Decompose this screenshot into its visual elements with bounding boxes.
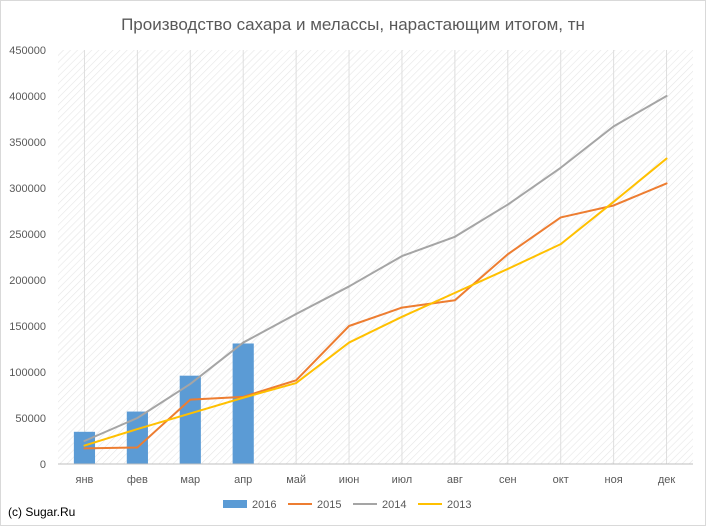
- x-tick-label: май: [286, 474, 306, 486]
- y-tick-label: 200000: [9, 275, 46, 287]
- y-tick-label: 400000: [9, 91, 46, 103]
- bar-2016: [232, 343, 254, 464]
- grid: [83, 50, 668, 464]
- legend-label-2014: 2014: [382, 499, 406, 511]
- legend: 2016 2015 2014 2013: [223, 499, 471, 511]
- copyright-label: (c) Sugar.Ru: [8, 505, 76, 519]
- y-tick-label: 150000: [9, 321, 46, 333]
- x-tick-label: апр: [234, 474, 252, 486]
- line-series-layer: [83, 95, 668, 450]
- bar-2016: [179, 375, 201, 464]
- x-tick-label: июн: [339, 474, 359, 486]
- x-tick-label: окт: [553, 474, 569, 486]
- y-tick-label: 250000: [9, 229, 46, 241]
- line-series-2013: [83, 157, 668, 447]
- y-tick-label: 0: [40, 459, 46, 471]
- x-tick-label: авг: [447, 474, 463, 486]
- legend-swatch-2016: [223, 500, 247, 508]
- x-tick-label: мар: [180, 474, 200, 486]
- x-tick-label: фев: [127, 474, 148, 486]
- y-tick-label: 300000: [9, 183, 46, 195]
- x-tick-label: сен: [499, 474, 517, 486]
- chart-title: Производство сахара и мелассы, нарастающ…: [121, 15, 585, 34]
- x-axis-ticks: янв фев мар апр май июн июл авг сен окт ноя дек: [76, 474, 676, 486]
- y-tick-label: 350000: [9, 137, 46, 149]
- plot-area: [58, 50, 693, 464]
- legend-label-2013: 2013: [447, 499, 471, 511]
- bar-2016: [126, 411, 148, 464]
- y-tick-label: 450000: [9, 45, 46, 57]
- legend-label-2015: 2015: [317, 499, 341, 511]
- x-tick-label: июл: [392, 474, 413, 486]
- legend-label-2016: 2016: [252, 499, 276, 511]
- y-axis-ticks: 0 50000 100000 150000 200000 250000 300000 3500…: [9, 45, 46, 471]
- x-tick-label: ноя: [605, 474, 623, 486]
- y-tick-label: 50000: [15, 413, 46, 425]
- line-series-2015: [83, 182, 668, 450]
- y-tick-label: 100000: [9, 367, 46, 379]
- x-tick-label: янв: [76, 474, 94, 486]
- line-series-2014: [83, 95, 668, 442]
- x-tick-label: дек: [658, 474, 676, 486]
